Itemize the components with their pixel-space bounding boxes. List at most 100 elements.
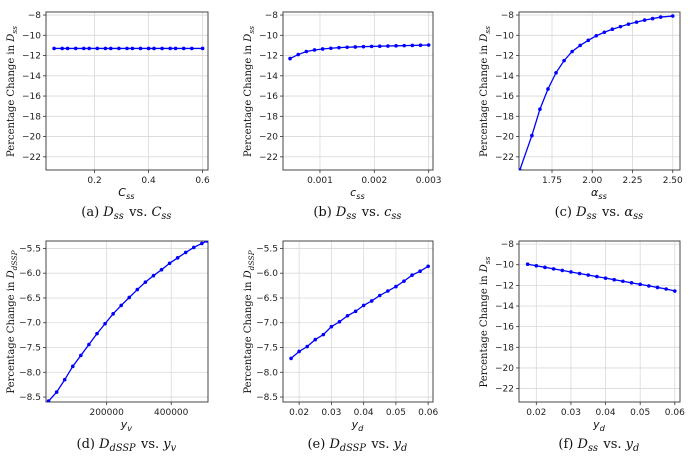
data-point [79,353,83,358]
data-point [288,56,292,61]
y-tick-label: −16 [259,92,278,102]
y-tick-label: −12 [495,281,514,291]
data-point [377,293,382,298]
x-tick-label: 0.03 [561,408,581,418]
data-point [618,24,623,29]
data-point [181,46,186,51]
data-point [70,364,75,369]
data-point [361,44,366,49]
data-point [577,271,582,276]
y-tick-label: −20 [495,364,514,374]
data-point [46,399,51,402]
data-point [119,303,123,308]
data-point [554,70,558,75]
data-point [60,46,64,51]
data-point [87,46,91,51]
series-line [527,263,675,292]
data-point [304,49,309,54]
data-point [337,45,341,50]
data-point [586,273,591,277]
data-point [52,46,56,51]
x-tick-label: 0.05 [386,408,406,418]
x-tick-label: 0.03 [321,408,341,418]
x-tick-label: 0.4 [141,176,156,186]
data-point [345,45,349,50]
x-tick-label: 0.02 [526,408,546,418]
data-point [594,34,599,38]
data-point [634,20,639,24]
y-tick-label: −20 [495,133,514,143]
y-axis-label: Percentage Change in Dss [479,256,492,388]
chart-panel-6: −8 −10 −12 −14 −16 −18 −20 −22 0.02 0.03 0.04 0.05 0… [479,240,685,454]
x-axis-label: css [350,186,366,201]
y-tick-label: −18 [495,112,514,122]
data-point [519,168,522,170]
data-point [642,18,647,22]
y-tick-label: −12 [495,52,514,62]
data-point [200,241,204,246]
data-point [621,279,625,284]
y-tick-label: −18 [22,112,41,122]
data-point [297,349,301,354]
data-point [655,285,660,290]
y-tick-label: −10 [259,31,278,41]
data-point [305,344,309,349]
data-point [562,58,566,63]
x-tick-label: 0.001 [307,176,333,186]
data-point [369,44,374,49]
data-point [313,337,318,342]
data-point [143,280,148,284]
y-tick-label: −16 [495,92,514,102]
data-point [151,273,156,278]
subfigure-caption: (a) Dss vs. Css [81,205,172,222]
data-point [296,52,301,57]
data-point [127,295,132,300]
x-tick-label: 200000 [89,408,124,418]
data-point [173,46,178,51]
y-tick-label: −8.0 [256,368,278,378]
data-point [626,22,631,26]
y-tick-label: −20 [22,133,41,143]
series-line [290,265,429,359]
y-tick-label: −18 [495,343,514,353]
data-point [610,27,615,32]
data-point [329,324,334,329]
y-tick-label: −7.5 [19,344,41,354]
data-point [530,133,534,138]
data-point [130,46,135,51]
y-tick-label: −16 [22,92,41,102]
series-line [289,44,429,60]
y-tick-label: −8 [265,11,279,21]
x-tick-label: 2.50 [663,176,683,186]
data-point [586,38,591,43]
x-axis-label: yd [592,418,606,433]
data-point [312,48,317,52]
data-point [111,312,115,316]
subfigure-caption: (d) DdSSP vs. yv [77,437,178,454]
y-tick-label: −6.0 [19,269,41,279]
y-tick-label: −22 [495,385,514,395]
plot-frame [282,11,434,171]
y-tick-label: −7.0 [19,319,41,329]
data-point [54,390,59,394]
data-point [168,46,172,51]
x-tick-label: 0.04 [354,408,374,418]
data-point [377,44,382,49]
x-tick-label: 0.6 [195,176,210,186]
data-point [289,356,293,361]
y-tick-label: −7.0 [256,319,278,329]
data-point [138,46,143,51]
y-tick-label: −5.5 [19,244,41,254]
data-point [538,107,542,112]
x-tick-label: 0.02 [289,408,309,418]
data-point [650,16,655,21]
y-axis-label: Percentage Change in DdSSP [243,249,256,393]
data-point [73,46,78,51]
x-tick-label: 0.003 [416,176,442,186]
chart-panel-3: −8 −10 −12 −14 −16 −18 −20 −22 1.75 2.00 2.25 2.50 P… [479,11,683,222]
data-point [638,282,642,287]
data-point [62,377,67,382]
plot-frame [518,11,681,171]
data-point [426,43,431,47]
data-point [602,30,607,35]
